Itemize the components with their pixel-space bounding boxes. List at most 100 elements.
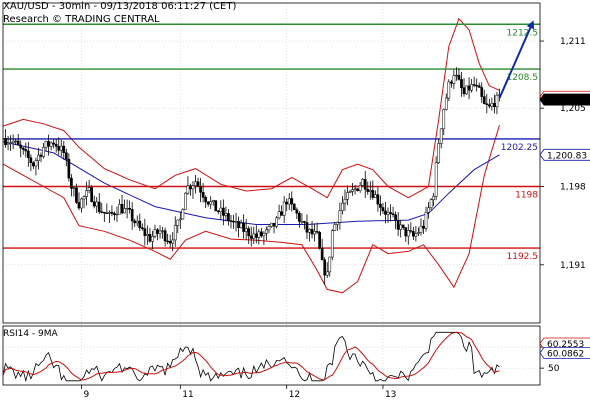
candle-body	[477, 85, 481, 88]
rsi-grid	[3, 346, 540, 369]
candle-body	[442, 109, 446, 130]
candle-body	[77, 202, 81, 209]
candle-body	[300, 221, 304, 223]
candle-body	[59, 145, 63, 151]
rsi-line	[2, 331, 500, 383]
moving-average-tag: 1,200.83	[547, 151, 587, 161]
candle-body	[227, 213, 230, 221]
candle-body	[379, 203, 382, 208]
candle-body	[480, 87, 484, 97]
candle-body	[247, 228, 251, 237]
candle-body	[232, 220, 235, 223]
candle-body	[313, 231, 316, 235]
candle-body	[449, 81, 453, 84]
candle-body	[47, 141, 50, 147]
candle-body	[348, 191, 352, 193]
candle-body	[57, 146, 61, 151]
candle-body	[487, 104, 491, 107]
candle-body	[102, 211, 106, 214]
candle-body	[234, 221, 238, 223]
candle-body	[82, 196, 86, 200]
candle-body	[447, 81, 451, 99]
candle-body	[336, 222, 339, 225]
price-panel-frame	[2, 2, 541, 324]
candle-body	[138, 220, 142, 228]
candle-body	[358, 185, 362, 191]
candle-body	[153, 229, 157, 237]
time-axis: 9 11 12 13	[81, 385, 396, 400]
candle-body	[282, 201, 286, 216]
candle-body	[325, 271, 329, 276]
candle-body	[429, 199, 433, 209]
candle-body	[209, 201, 213, 205]
candle-body	[417, 232, 420, 234]
candle-body	[14, 140, 18, 143]
candle-body	[389, 212, 392, 214]
moving-average	[2, 141, 500, 225]
candle-body	[396, 220, 400, 230]
candle-body	[168, 241, 172, 244]
candle-body	[181, 209, 185, 220]
candle-body	[123, 208, 126, 214]
candle-body	[386, 212, 390, 215]
candle-body	[399, 224, 403, 230]
candle-body	[419, 225, 423, 233]
candle-body	[414, 233, 418, 237]
price-tick-label: 1,198	[560, 182, 586, 192]
candle-body	[6, 143, 10, 146]
candle-body	[472, 84, 476, 86]
chart-subtitle: Research © TRADING CENTRAL	[3, 14, 160, 25]
candle-body	[166, 240, 169, 243]
candle-body	[146, 233, 149, 236]
price-tick-label: 1,191	[560, 261, 586, 271]
candle-body	[130, 209, 134, 222]
price-tick-label: 1,211	[560, 37, 586, 47]
candle-body	[176, 219, 180, 226]
candle-body	[54, 143, 58, 147]
candle-body	[452, 75, 456, 84]
level-label: 1198	[515, 190, 538, 200]
candle-body	[105, 212, 109, 214]
candle-body	[189, 185, 192, 190]
candle-body	[328, 256, 332, 273]
candle-body	[249, 235, 253, 239]
time-tick-label: 13	[385, 390, 396, 400]
rsi-ma-line	[2, 331, 500, 381]
chart-title: XAU/USD - 30min - 09/13/2018 06:11:27 (C…	[3, 1, 237, 12]
level-label: 1212.5	[507, 28, 539, 38]
candle-body	[110, 211, 114, 214]
candle-body	[277, 211, 281, 219]
candle-body	[376, 194, 380, 205]
candle-body	[262, 233, 266, 237]
candle-body	[204, 197, 207, 203]
candle-body	[482, 96, 486, 105]
bollinger-upper	[2, 17, 500, 199]
candle-body	[374, 194, 377, 198]
candle-body	[64, 152, 68, 160]
candle-body	[62, 145, 66, 153]
candle-body	[495, 94, 499, 108]
candle-body	[191, 185, 195, 190]
candle-body	[140, 227, 144, 229]
candle-body	[371, 190, 375, 198]
candle-body	[485, 103, 489, 105]
candle-body	[323, 259, 327, 276]
candle-body	[201, 192, 205, 198]
candle-body	[341, 202, 344, 211]
candle-body	[143, 228, 147, 236]
rsi-panel-frame	[2, 325, 541, 386]
candle-body	[70, 177, 73, 189]
candle-body	[219, 207, 223, 213]
candle-body	[128, 207, 132, 210]
candle-body	[224, 213, 228, 216]
candle-body	[308, 228, 311, 233]
candle-body	[135, 220, 139, 224]
candle-body	[366, 189, 370, 192]
candle-body	[470, 84, 473, 91]
candle-body	[432, 196, 435, 200]
candle-body	[292, 203, 296, 210]
candle-body	[239, 222, 243, 228]
candle-body	[260, 231, 263, 237]
